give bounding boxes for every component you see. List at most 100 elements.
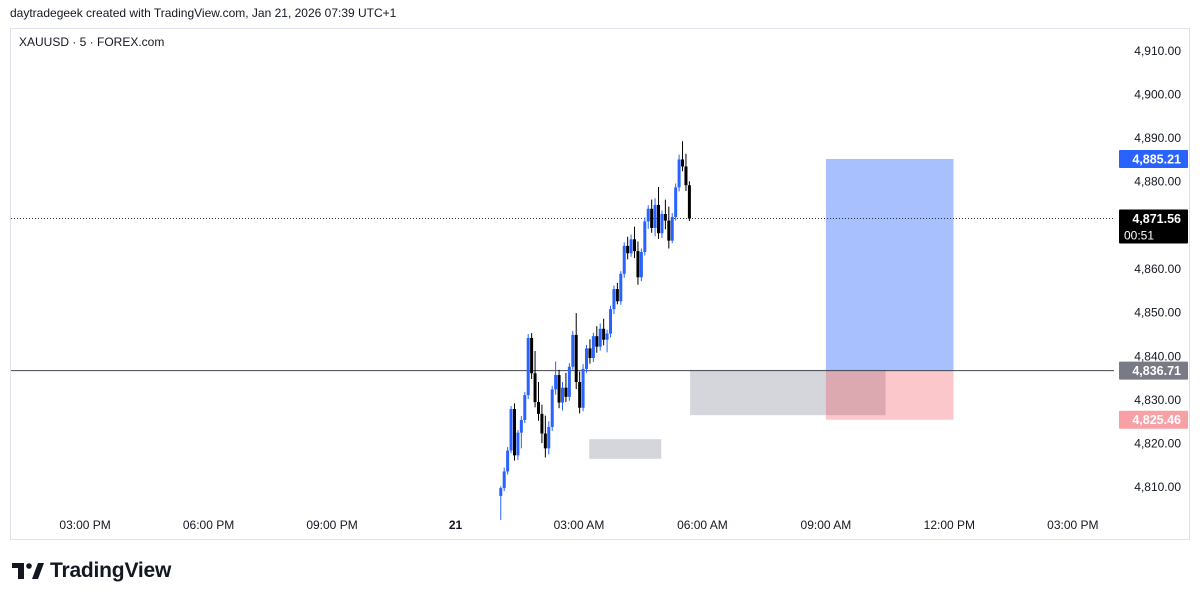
candle <box>506 447 510 475</box>
candle-body <box>677 159 681 188</box>
candle-body <box>633 239 637 252</box>
candle <box>523 392 527 424</box>
candle <box>602 318 606 346</box>
y-tick-label: 4,830.00 <box>1134 393 1181 407</box>
candle-body <box>554 375 558 390</box>
current-price-label-bg <box>1119 209 1188 244</box>
candle <box>622 242 626 278</box>
candle-body <box>629 239 633 254</box>
y-tick-label: 4,850.00 <box>1134 306 1181 320</box>
candle-body <box>512 409 516 456</box>
stop-price-label-bg <box>1119 410 1188 429</box>
candle <box>615 282 619 305</box>
candle-body <box>536 402 540 414</box>
candle-body <box>650 208 654 228</box>
candle <box>526 334 530 400</box>
candle <box>536 382 540 421</box>
candle-body <box>684 166 688 186</box>
stop-price-label-text: 4,825.46 <box>1132 413 1181 427</box>
candle-body <box>499 488 503 496</box>
candle <box>574 313 578 389</box>
tradingview-logo-icon <box>12 563 44 579</box>
current-price-label: 4,871.56 00:51 <box>1119 209 1188 244</box>
x-tick-label: 09:00 AM <box>801 518 852 532</box>
x-tick-label: 12:00 PM <box>924 518 975 532</box>
candle <box>639 248 643 282</box>
y-tick-label: 4,900.00 <box>1134 87 1181 101</box>
candle <box>660 210 664 239</box>
candle <box>626 236 630 260</box>
candle <box>598 323 602 351</box>
target-price-label: 4,885.21 <box>1119 149 1188 168</box>
candle <box>554 361 558 395</box>
candle-body <box>667 220 671 241</box>
candle-body <box>547 426 551 449</box>
chart-pane[interactable]: 4,810.00 4,820.00 4,830.00 4,840.00 4,850.00… <box>10 28 1190 540</box>
x-tick-label: 06:00 AM <box>677 518 728 532</box>
candle-body <box>543 433 547 449</box>
candle-body <box>533 373 537 403</box>
candle-body <box>622 245 626 274</box>
candle <box>560 382 564 411</box>
candle <box>540 404 544 444</box>
candle <box>557 369 561 409</box>
candlestick-chart[interactable]: 4,810.00 4,820.00 4,830.00 4,840.00 4,850.00… <box>11 29 1189 539</box>
candle-body <box>670 217 674 241</box>
candle-body <box>639 251 643 278</box>
candle <box>533 351 537 408</box>
candle-body <box>681 159 685 167</box>
current-price-label-countdown: 00:51 <box>1124 229 1154 243</box>
candle-body <box>509 409 513 451</box>
candle-body <box>502 471 506 489</box>
candle-body <box>687 185 691 219</box>
target-price-label-bg <box>1119 149 1188 168</box>
tradingview-wordmark: TradingView <box>50 559 172 582</box>
candle <box>550 385 554 431</box>
y-tick-label: 4,840.00 <box>1134 349 1181 363</box>
horizontal-line-price-label-bg <box>1119 361 1188 380</box>
candle-body <box>674 187 678 218</box>
candle-body <box>526 337 530 396</box>
candle-body <box>660 214 664 234</box>
stop-price-label: 4,825.46 <box>1119 410 1188 429</box>
x-tick-label: 21 <box>449 518 463 532</box>
chart-credit: daytradegeek created with TradingView.co… <box>10 6 397 20</box>
tradingview-brand[interactable]: TradingView <box>12 559 171 583</box>
candle-body <box>653 204 657 228</box>
candle-body <box>646 208 650 222</box>
y-tick-label: 4,860.00 <box>1134 262 1181 276</box>
candle <box>646 205 650 229</box>
candle-body <box>574 334 578 383</box>
x-tick-label: 03:00 AM <box>554 518 605 532</box>
candle <box>670 213 674 244</box>
candle <box>687 181 691 221</box>
y-tick-label: 4,810.00 <box>1134 480 1181 494</box>
candle <box>578 371 582 414</box>
candle-body <box>516 432 520 456</box>
long-position-target-zone <box>825 158 954 371</box>
candle <box>567 363 571 401</box>
candle-body <box>567 366 571 397</box>
candle-body <box>540 413 544 434</box>
candle <box>564 372 568 403</box>
candle-body <box>619 273 623 302</box>
candle <box>677 154 681 192</box>
x-tick-label: 06:00 PM <box>183 518 234 532</box>
candle <box>663 199 667 230</box>
candle-body <box>519 419 523 433</box>
candle <box>667 206 671 249</box>
candle-body <box>550 389 554 427</box>
candle-body <box>564 387 568 397</box>
candle <box>636 241 640 285</box>
candle-body <box>602 328 606 340</box>
candle-body <box>591 336 595 359</box>
candle <box>650 199 654 233</box>
candle-body <box>578 382 582 408</box>
candle <box>588 339 592 364</box>
candle-body <box>585 348 589 369</box>
horizontal-line-price-label-text: 4,836.71 <box>1132 364 1181 378</box>
candle-body <box>560 387 564 403</box>
candle <box>499 486 503 520</box>
candle <box>516 430 520 461</box>
candle-body <box>588 348 592 359</box>
